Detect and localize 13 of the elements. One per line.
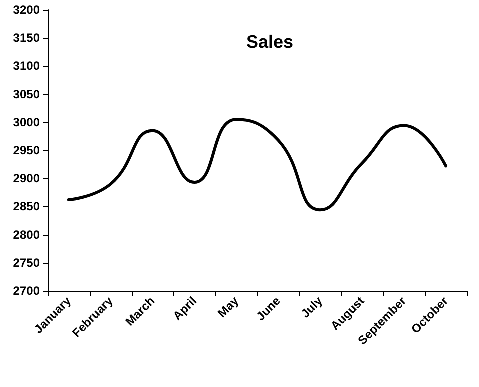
y-tick-label: 3100 bbox=[13, 59, 40, 74]
y-tick-label: 2850 bbox=[13, 200, 40, 214]
y-tick-label: 3200 bbox=[13, 3, 40, 17]
y-tick-label: 2950 bbox=[13, 144, 40, 158]
y-tick-label: 2800 bbox=[13, 228, 40, 242]
y-tick-label: 2900 bbox=[13, 172, 40, 186]
y-tick-label: 2700 bbox=[13, 284, 40, 298]
y-tick-label: 3000 bbox=[13, 115, 40, 130]
text: Sales bbox=[246, 32, 294, 52]
y-tick-label: 2750 bbox=[13, 256, 40, 270]
y-tick-label: 3150 bbox=[13, 31, 40, 46]
y-tick-label: 3050 bbox=[13, 87, 40, 102]
line-series bbox=[67, 118, 448, 212]
